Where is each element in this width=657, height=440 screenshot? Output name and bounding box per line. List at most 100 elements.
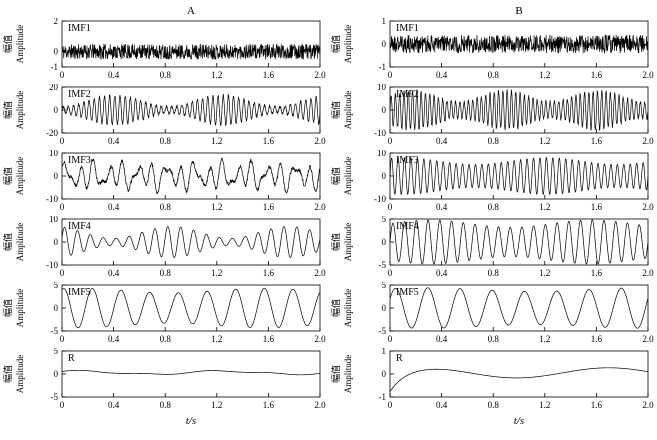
y-axis-label-cn: 幅值 bbox=[330, 101, 341, 119]
y-tick-label: -1 bbox=[379, 62, 387, 72]
y-tick-label: -10 bbox=[374, 194, 386, 204]
panel-label: IMF3 bbox=[396, 155, 419, 166]
x-tick-label: 1.2 bbox=[539, 136, 550, 146]
x-tick-label: 2.0 bbox=[642, 136, 654, 146]
waveform-A-IMF4 bbox=[61, 226, 321, 258]
x-tick-label: 2.0 bbox=[642, 70, 654, 80]
y-tick-label: 0 bbox=[382, 237, 387, 247]
x-tick-label: 0.8 bbox=[488, 70, 500, 80]
x-tick-label: 1.6 bbox=[263, 70, 275, 80]
y-axis-label-en: Amplitude bbox=[15, 223, 25, 262]
x-tick-label: 2.0 bbox=[642, 202, 654, 212]
x-axis-label-a: t/s bbox=[185, 415, 197, 427]
x-tick-label: 0.4 bbox=[108, 400, 120, 410]
column-b-title: B bbox=[515, 5, 523, 17]
waveform-A-IMF2 bbox=[61, 93, 321, 127]
y-tick-label: 0 bbox=[382, 303, 387, 313]
panel-label: IMF4 bbox=[68, 221, 91, 232]
y-tick-label: -5 bbox=[379, 326, 387, 336]
y-tick-label: 0 bbox=[382, 105, 387, 115]
y-tick-label: 0 bbox=[54, 47, 59, 57]
y-axis-label-en: Amplitude bbox=[343, 355, 353, 394]
y-tick-label: 0 bbox=[54, 105, 59, 115]
x-tick-label: 1.2 bbox=[211, 202, 222, 212]
waveform-A-IMF1 bbox=[61, 43, 321, 61]
y-tick-label: -1 bbox=[379, 392, 387, 402]
x-tick-label: 1.6 bbox=[263, 400, 275, 410]
x-tick-label: 1.2 bbox=[539, 334, 550, 344]
x-tick-label: 0.4 bbox=[108, 70, 120, 80]
x-tick-label: 0 bbox=[388, 268, 393, 278]
x-tick-label: 0.8 bbox=[488, 136, 500, 146]
x-tick-label: 1.2 bbox=[539, 268, 550, 278]
x-tick-label: 0.4 bbox=[108, 268, 120, 278]
y-tick-label: -10 bbox=[46, 194, 58, 204]
y-tick-label: 10 bbox=[49, 150, 59, 158]
y-tick-label: 10 bbox=[49, 216, 59, 224]
panel-label: IMF3 bbox=[68, 155, 91, 166]
y-tick-label: 0 bbox=[54, 303, 59, 313]
axes-box bbox=[61, 20, 321, 68]
x-tick-label: 1.2 bbox=[211, 400, 222, 410]
x-tick-label: 0 bbox=[60, 334, 65, 344]
y-axis-label-en: Amplitude bbox=[343, 157, 353, 196]
x-tick-label: 0 bbox=[388, 202, 393, 212]
y-axis-label-en: Amplitude bbox=[15, 289, 25, 328]
panel-label: R bbox=[396, 353, 403, 364]
x-tick-label: 1.6 bbox=[263, 136, 275, 146]
x-tick-label: 0.8 bbox=[488, 268, 500, 278]
column-A: A 2 0 -1 0 0.4 0.8 1.2 1.6 2.0 IMF1 幅值 Amplitude 20 0… bbox=[0, 5, 328, 440]
waveform-B-IMF2 bbox=[389, 89, 649, 131]
x-tick-label: 0.4 bbox=[436, 136, 448, 146]
y-axis-label-cn: 幅值 bbox=[2, 233, 13, 251]
x-tick-label: 1.2 bbox=[539, 70, 550, 80]
y-tick-label: 0 bbox=[382, 39, 387, 49]
axes-box bbox=[61, 152, 321, 200]
y-tick-label: -5 bbox=[379, 260, 387, 270]
axes-box bbox=[389, 284, 649, 332]
x-tick-label: 1.6 bbox=[591, 136, 603, 146]
x-tick-label: 0 bbox=[60, 400, 65, 410]
column-a-title: A bbox=[187, 5, 195, 17]
x-tick-label: 0.8 bbox=[488, 400, 500, 410]
x-tick-label: 1.2 bbox=[539, 400, 550, 410]
axes-box bbox=[61, 218, 321, 266]
waveform-B-IMF1 bbox=[389, 34, 649, 54]
y-axis-label-cn: 幅值 bbox=[330, 233, 341, 251]
panel-label: IMF5 bbox=[68, 287, 91, 298]
y-axis-label-en: Amplitude bbox=[343, 25, 353, 64]
y-tick-label: -20 bbox=[46, 128, 58, 138]
y-tick-label: 1 bbox=[382, 18, 387, 26]
y-axis-label-en: Amplitude bbox=[343, 223, 353, 262]
x-tick-label: 0.4 bbox=[108, 202, 120, 212]
panel-label: IMF1 bbox=[396, 23, 419, 34]
x-tick-label: 0.8 bbox=[160, 136, 172, 146]
panel-label: R bbox=[68, 353, 75, 364]
x-tick-label: 0.8 bbox=[160, 400, 172, 410]
y-tick-label: 10 bbox=[377, 84, 387, 92]
x-tick-label: 1.2 bbox=[211, 268, 222, 278]
x-tick-label: 0 bbox=[60, 268, 65, 278]
y-axis-label-en: Amplitude bbox=[15, 91, 25, 130]
x-tick-label: 0 bbox=[388, 70, 393, 80]
y-tick-label: -1 bbox=[51, 62, 59, 72]
y-tick-label: 2 bbox=[54, 18, 59, 26]
x-tick-label: 2.0 bbox=[314, 268, 326, 278]
y-axis-label-cn: 幅值 bbox=[2, 101, 13, 119]
y-tick-label: 5 bbox=[54, 282, 59, 290]
y-tick-label: 10 bbox=[377, 150, 387, 158]
x-tick-label: 2.0 bbox=[314, 136, 326, 146]
x-tick-label: 0.4 bbox=[436, 268, 448, 278]
x-tick-label: 0.4 bbox=[436, 334, 448, 344]
plots-stack: 2 0 -1 0 0.4 0.8 1.2 1.6 2.0 IMF1 幅值 Amplitude 20 0 -2… bbox=[0, 18, 328, 414]
x-tick-label: 0 bbox=[60, 202, 65, 212]
y-axis-label-en: Amplitude bbox=[15, 355, 25, 394]
y-axis-label-cn: 幅值 bbox=[330, 167, 341, 185]
x-tick-label: 0 bbox=[388, 400, 393, 410]
